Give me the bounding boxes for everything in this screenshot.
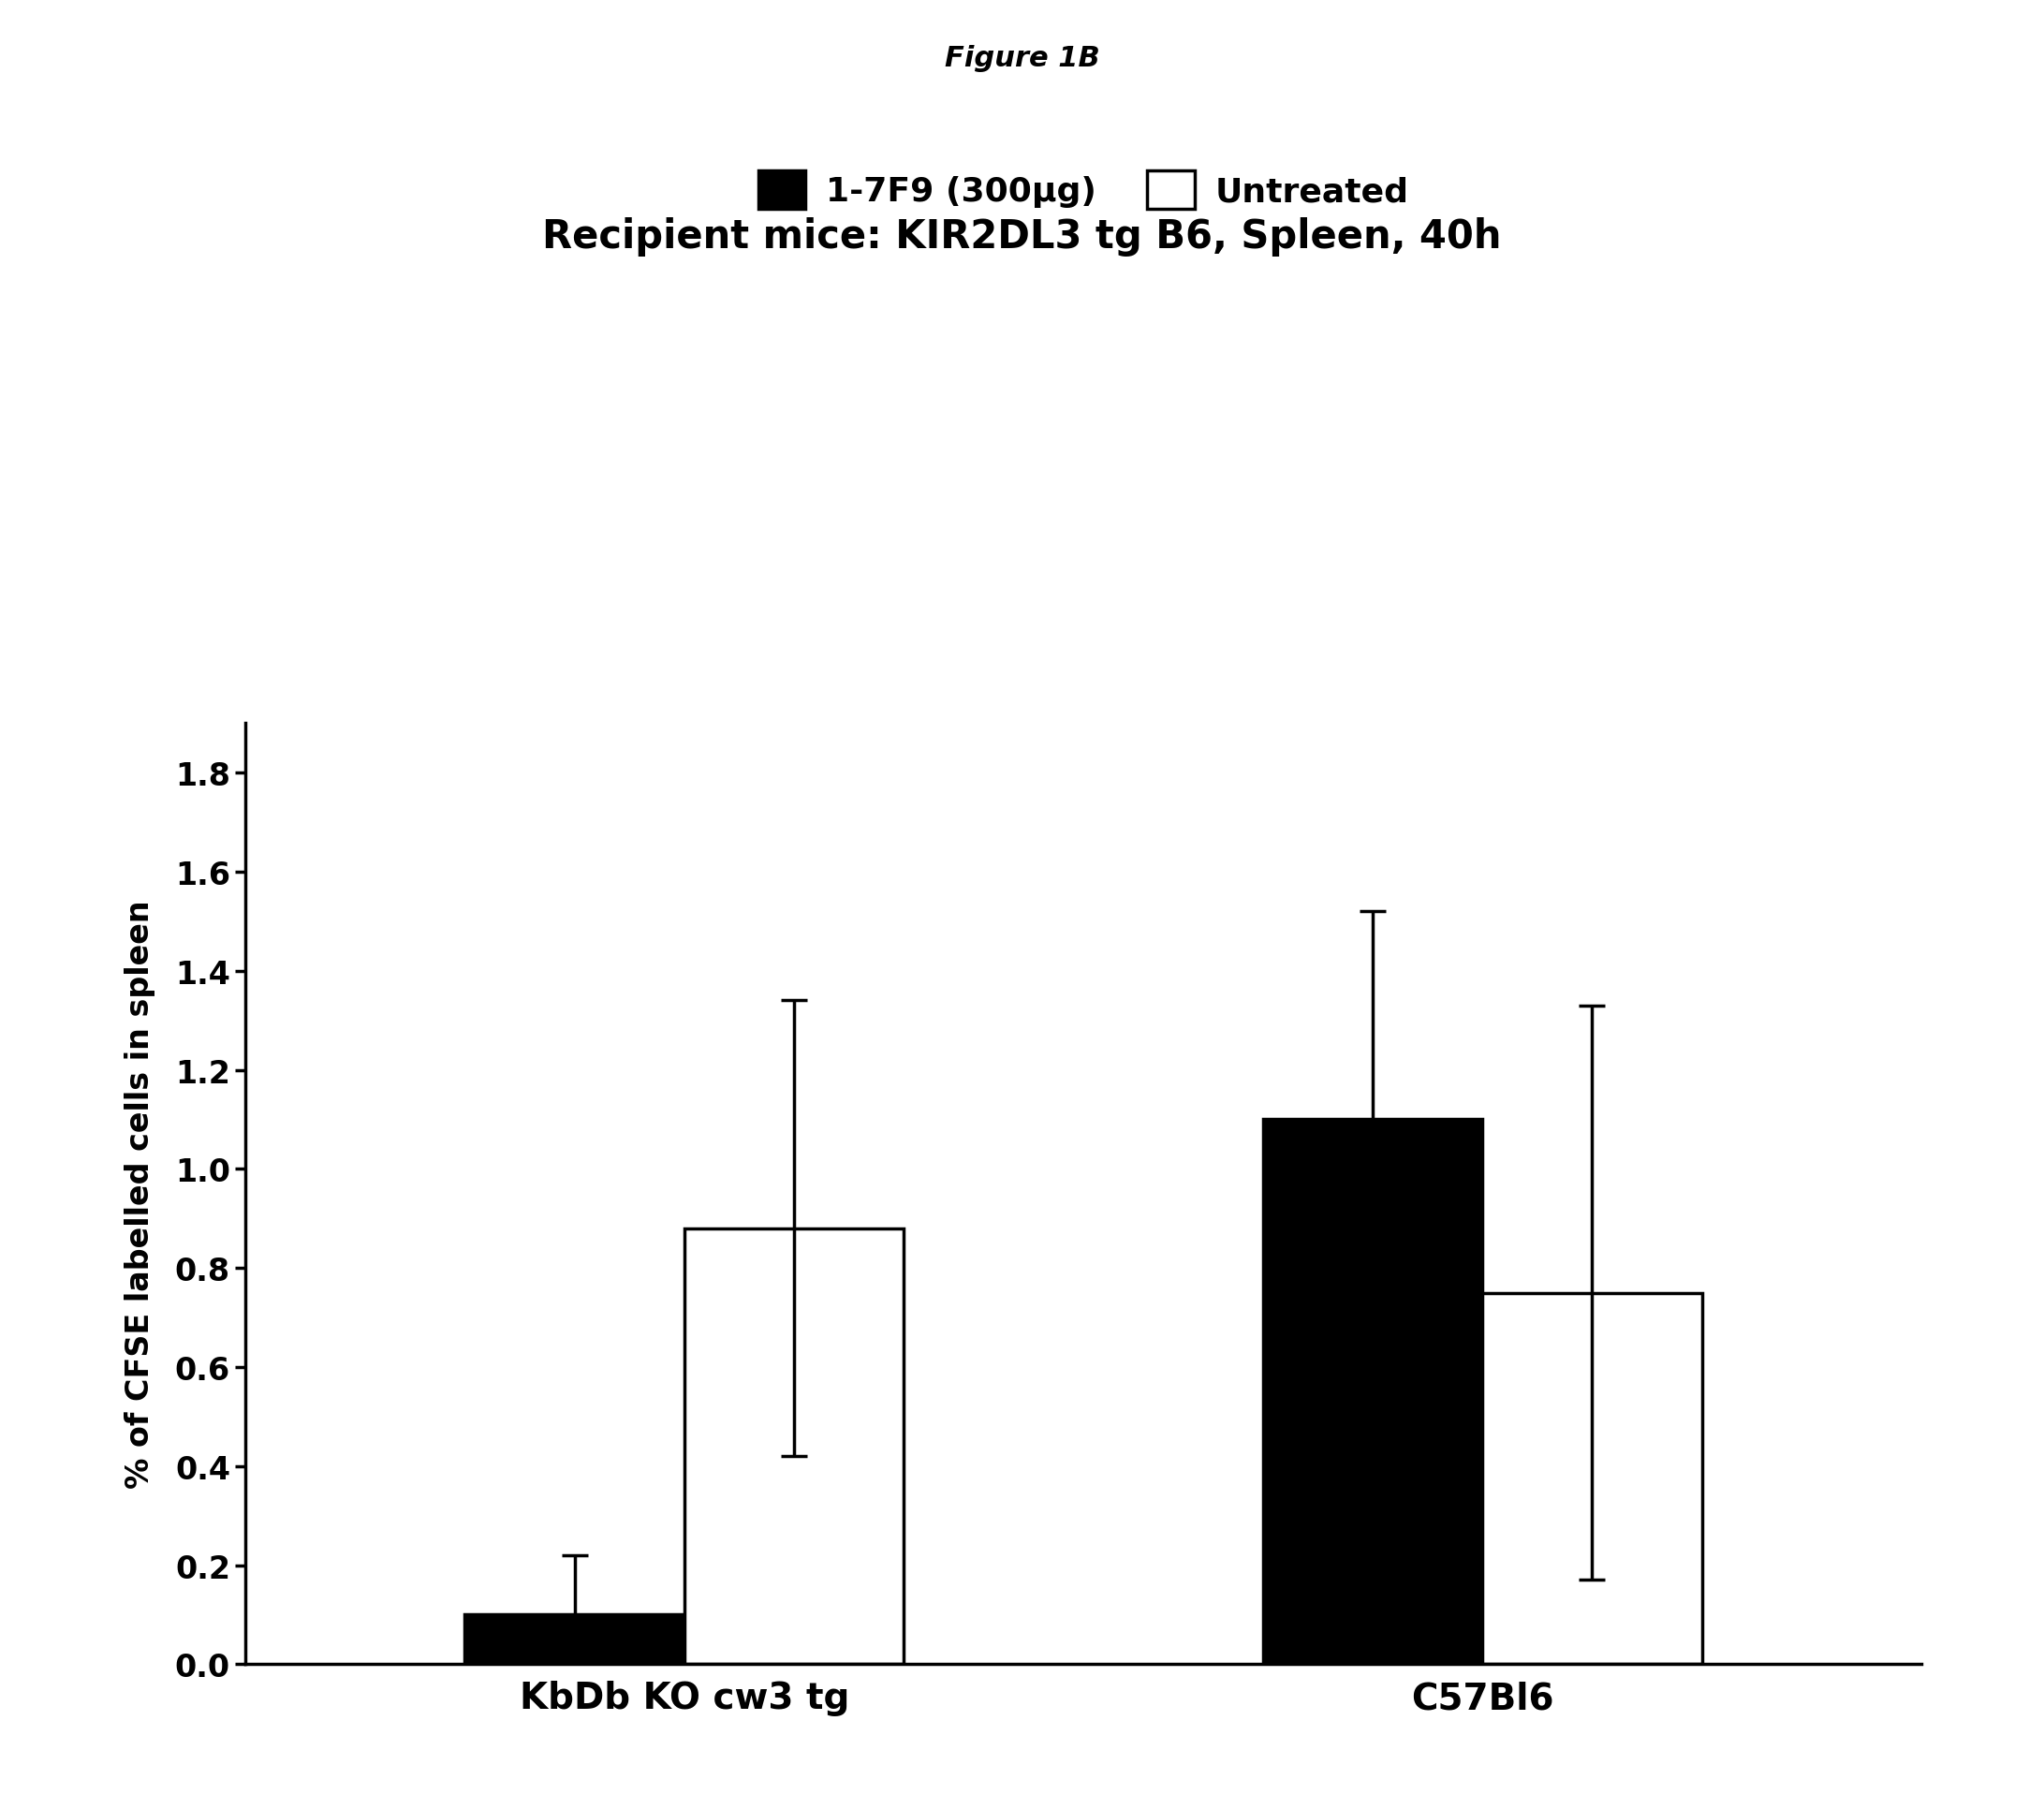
Text: Recipient mice: KIR2DL3 tg B6, Spleen, 40h: Recipient mice: KIR2DL3 tg B6, Spleen, 4… xyxy=(542,217,1502,257)
Text: Figure 1B: Figure 1B xyxy=(944,45,1100,72)
Y-axis label: % of CFSE labelled cells in spleen: % of CFSE labelled cells in spleen xyxy=(125,899,155,1489)
Bar xyxy=(1263,1120,1482,1664)
Bar xyxy=(464,1615,685,1664)
Legend: 1-7F9 (300μg), Untreated: 1-7F9 (300μg), Untreated xyxy=(744,157,1423,223)
Bar xyxy=(685,1228,903,1664)
Bar xyxy=(1482,1293,1703,1664)
